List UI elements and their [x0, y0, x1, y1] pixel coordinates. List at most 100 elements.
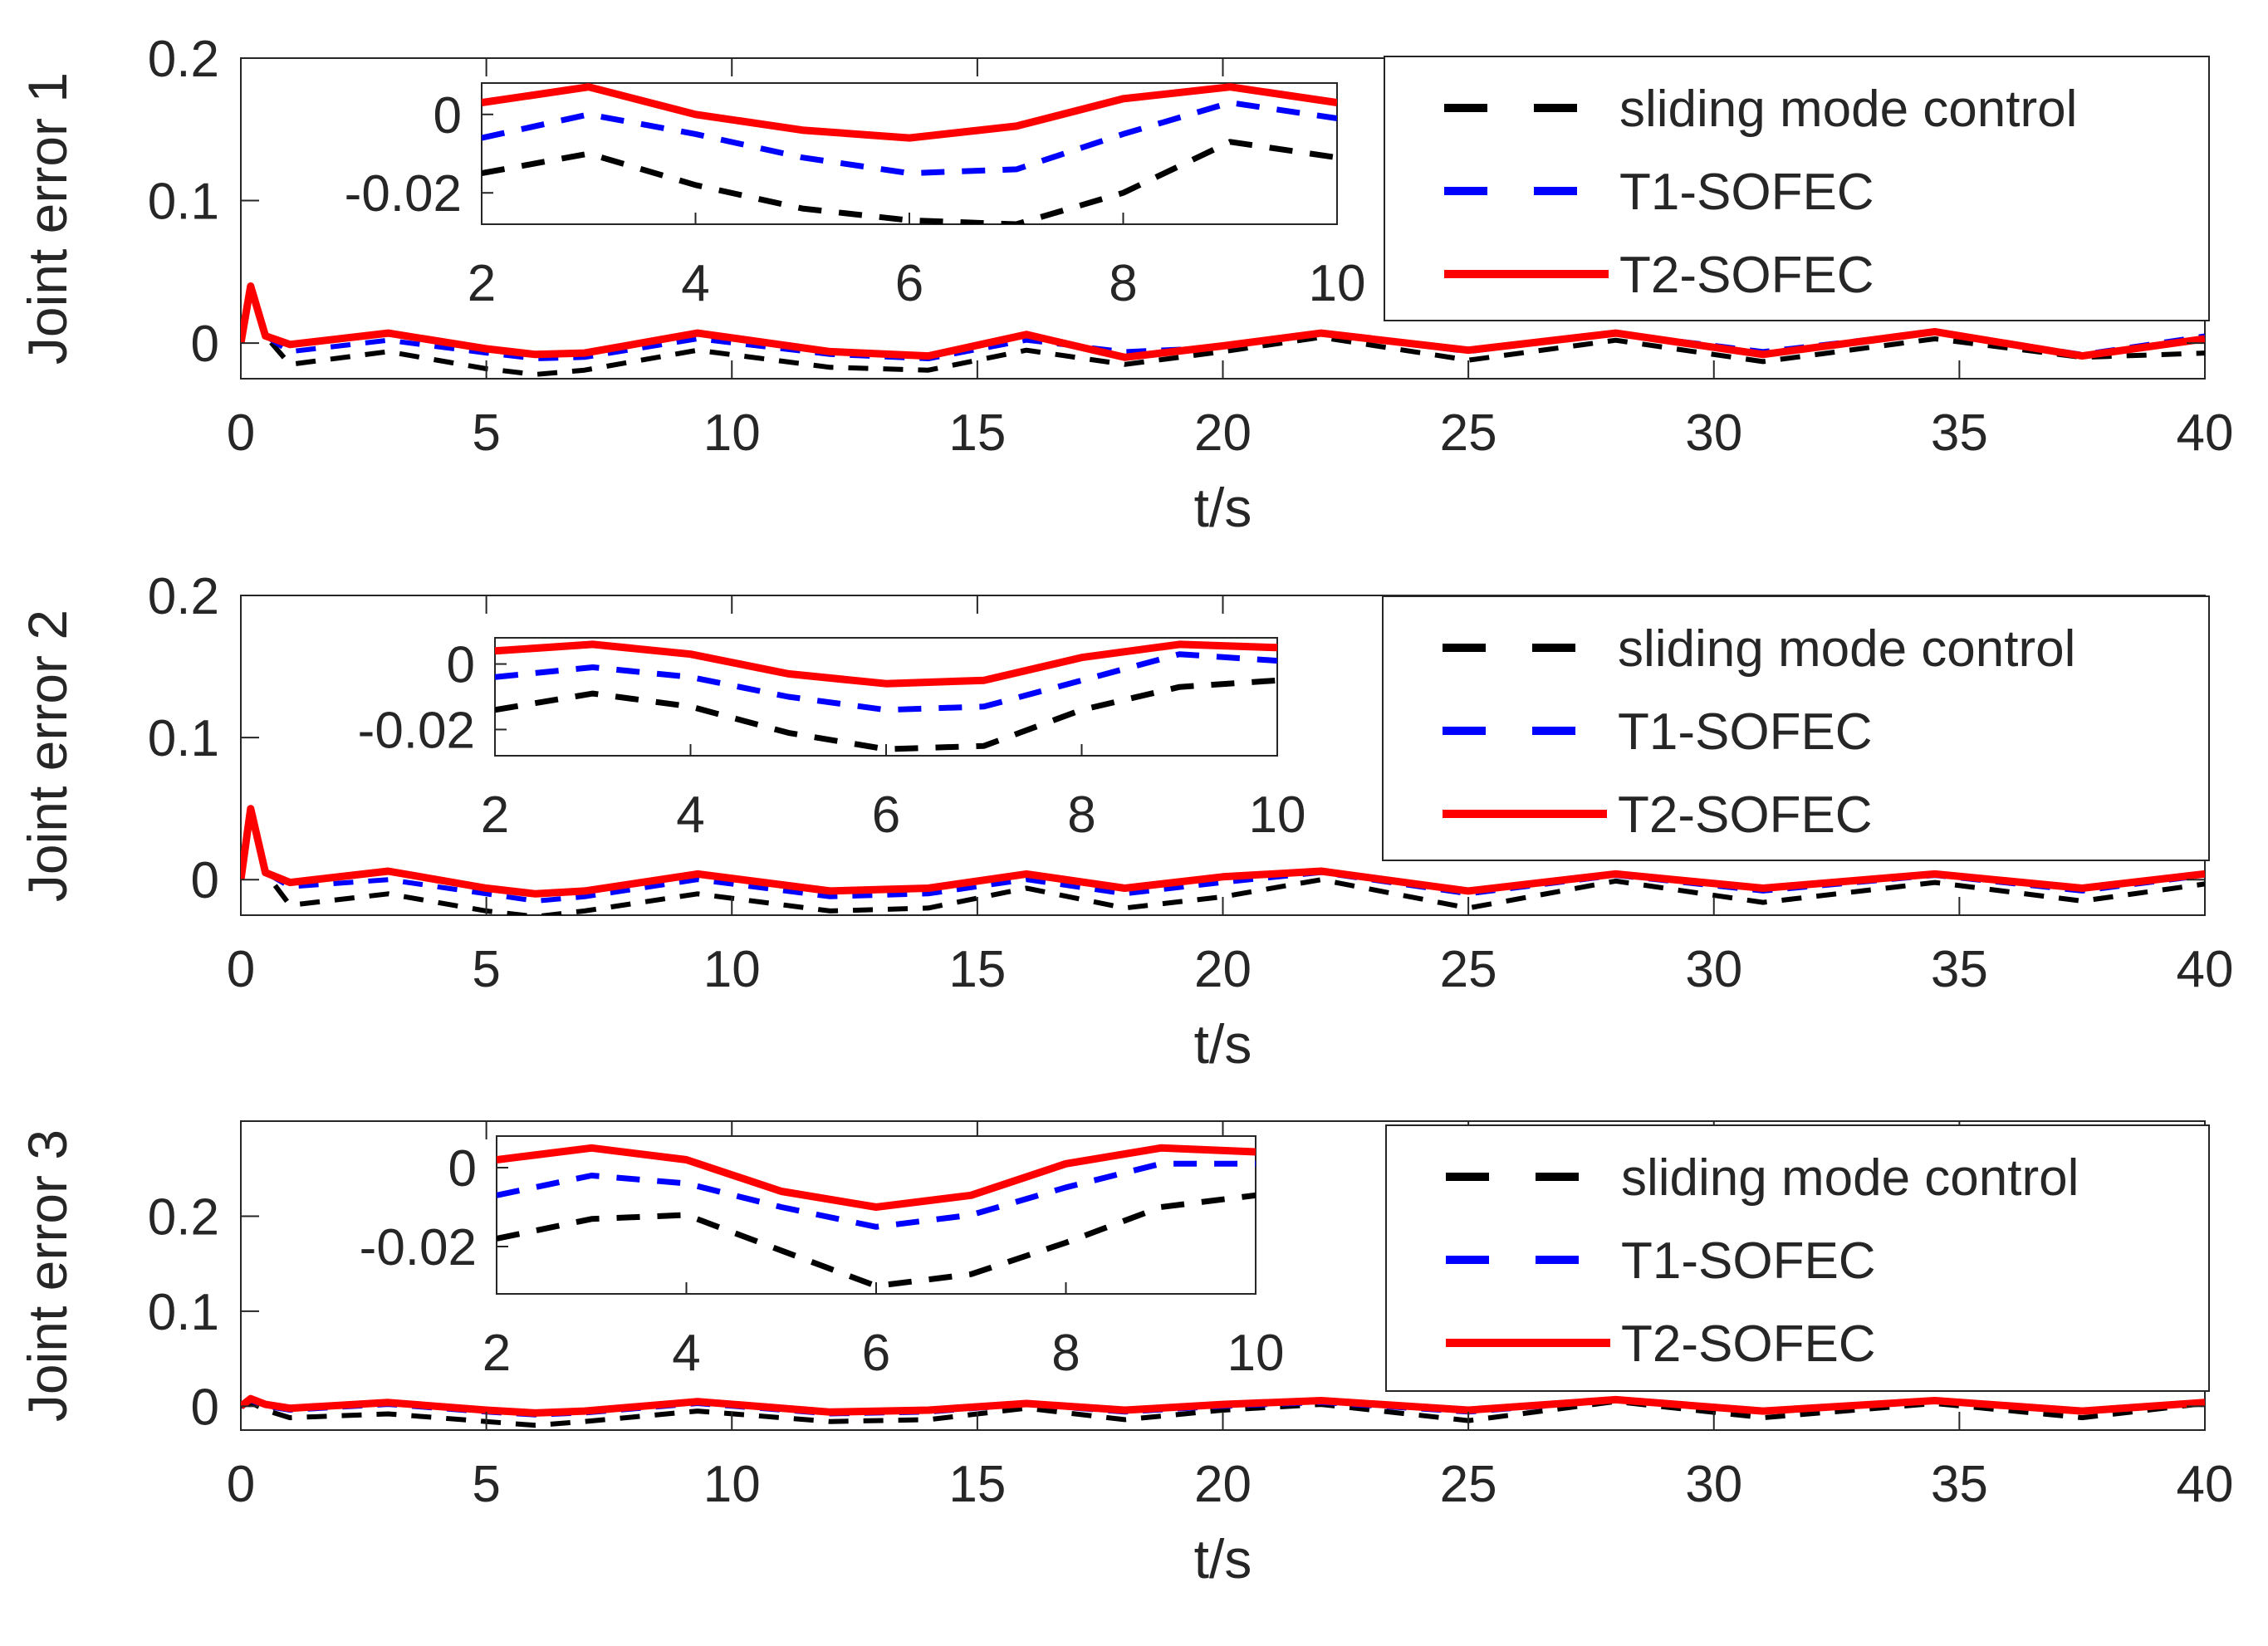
inset-series-line-sliding-mode-control: [497, 1192, 1256, 1289]
inset-series-group: [495, 640, 1277, 752]
y-tick-label: 0.1: [148, 174, 219, 231]
legend-label: sliding mode control: [1618, 620, 2075, 678]
inset-box: [481, 82, 1338, 225]
x-tick-label: 25: [1440, 1456, 1497, 1513]
legend-label: T2-SOFEC: [1618, 786, 1873, 844]
inset-x-tick-label: 4: [672, 1325, 700, 1382]
inset-x-tick-label: 8: [1109, 255, 1137, 312]
y-tick-label: 0: [191, 316, 219, 373]
y-tick-label: 0.2: [148, 568, 219, 625]
inset-x-tick-label: 4: [681, 255, 709, 312]
inset-series-line-t2-sofec: [497, 1144, 1256, 1211]
inset-y-tick-label: -0.02: [358, 702, 475, 759]
legend-label: T1-SOFEC: [1618, 703, 1873, 761]
x-tick-label: 5: [472, 941, 500, 998]
y-tick-label: 0.1: [148, 1284, 219, 1341]
x-tick-label: 0: [227, 941, 255, 998]
series-line-t2-sofec: [241, 1394, 2205, 1417]
inset-box: [494, 637, 1278, 757]
inset-y-tick-label: 0: [434, 87, 462, 145]
legend-label: T1-SOFEC: [1619, 164, 1874, 221]
y-axis-label: Joint error 3: [17, 1129, 78, 1422]
inset-x-tick-label: 4: [676, 786, 704, 844]
series-line-sliding-mode-control: [241, 291, 2205, 377]
legend: sliding mode control T1-SOFEC T2-SOFEC: [1385, 1124, 2210, 1392]
series-group: [241, 805, 2205, 915]
y-tick-label: 0: [191, 852, 219, 909]
x-tick-label: 40: [2177, 941, 2234, 998]
series-line-t2-sofec: [241, 282, 2205, 361]
inset-y-tick-label: 0: [448, 1140, 477, 1198]
inset-y-tick-label: -0.02: [345, 165, 462, 223]
legend-label: sliding mode control: [1621, 1149, 2079, 1207]
x-tick-label: 5: [472, 404, 500, 462]
y-tick-label: 0.2: [148, 1188, 219, 1246]
y-axis-label: Joint error 2: [17, 610, 78, 902]
inset-series-line-sliding-mode-control: [482, 139, 1337, 224]
legend: sliding mode control T1-SOFEC T2-SOFEC: [1382, 595, 2210, 861]
series-group: [241, 282, 2205, 377]
x-tick-label: 30: [1685, 404, 1742, 462]
x-tick-label: 15: [948, 941, 1006, 998]
inset-series-line-t2-sofec: [482, 83, 1337, 142]
x-tick-label: 20: [1194, 404, 1252, 462]
x-tick-label: 0: [227, 404, 255, 462]
x-tick-label: 40: [2177, 404, 2234, 462]
inset-y-tick-label: -0.02: [360, 1219, 477, 1276]
x-tick-label: 25: [1440, 941, 1497, 998]
series-line-t2-sofec: [241, 805, 2205, 898]
inset-y-tick-label: 0: [447, 637, 475, 694]
inset-axes: 2 4 6 8 10 0 -0.02: [345, 82, 1366, 312]
inset-series-line-t1-sofec: [497, 1160, 1256, 1230]
inset-x-tick-label: 6: [872, 786, 900, 844]
x-axis-label: t/s: [1194, 477, 1252, 538]
legend-label: T2-SOFEC: [1621, 1315, 1876, 1373]
x-tick-label: 5: [472, 1456, 500, 1513]
inset-x-tick-label: 2: [468, 255, 496, 312]
x-tick-label: 35: [1931, 941, 1988, 998]
series-line-sliding-mode-control: [241, 813, 2205, 915]
inset-x-tick-label: 6: [895, 255, 923, 312]
legend-label: T2-SOFEC: [1619, 247, 1874, 304]
x-tick-label: 25: [1440, 404, 1497, 462]
x-tick-label: 20: [1194, 941, 1252, 998]
inset-x-tick-label: 10: [1309, 255, 1366, 312]
inset-x-tick-label: 10: [1249, 786, 1306, 844]
y-tick-label: 0.2: [148, 31, 219, 88]
inset-series-line-sliding-mode-control: [495, 677, 1277, 752]
x-tick-label: 20: [1194, 1456, 1252, 1513]
legend-label: sliding mode control: [1619, 81, 2077, 138]
x-tick-label: 0: [227, 1456, 255, 1513]
inset-axes: 2 4 6 8 10 0 -0.02: [360, 1135, 1285, 1382]
x-tick-label: 10: [703, 1456, 761, 1513]
inset-x-tick-label: 10: [1227, 1325, 1285, 1382]
x-tick-label: 30: [1685, 1456, 1742, 1513]
inset-series-line-t1-sofec: [495, 651, 1277, 713]
inset-x-tick-label: 8: [1067, 786, 1095, 844]
x-tick-label: 40: [2177, 1456, 2234, 1513]
inset-x-tick-label: 2: [483, 1325, 511, 1382]
x-tick-label: 10: [703, 404, 761, 462]
inset-x-tick-label: 8: [1051, 1325, 1080, 1382]
series-line-t1-sofec: [241, 806, 2205, 904]
x-tick-label: 10: [703, 941, 761, 998]
legend: sliding mode control T1-SOFEC T2-SOFEC: [1384, 56, 2210, 321]
inset-series-group: [482, 83, 1337, 224]
x-tick-label: 35: [1931, 404, 1988, 462]
legend-label: T1-SOFEC: [1621, 1232, 1876, 1290]
y-axis-label: Joint error 1: [17, 72, 78, 365]
x-tick-label: 30: [1685, 941, 1742, 998]
x-tick-label: 15: [948, 404, 1006, 462]
y-tick-label: 0: [191, 1379, 219, 1436]
x-axis-label: t/s: [1194, 1528, 1252, 1590]
inset-series-group: [497, 1144, 1256, 1289]
y-tick-label: 0.1: [148, 710, 219, 767]
x-tick-label: 15: [948, 1456, 1006, 1513]
inset-x-tick-label: 6: [862, 1325, 890, 1382]
inset-axes: 2 4 6 8 10 0 -0.02: [358, 637, 1306, 844]
x-axis-label: t/s: [1194, 1013, 1252, 1075]
